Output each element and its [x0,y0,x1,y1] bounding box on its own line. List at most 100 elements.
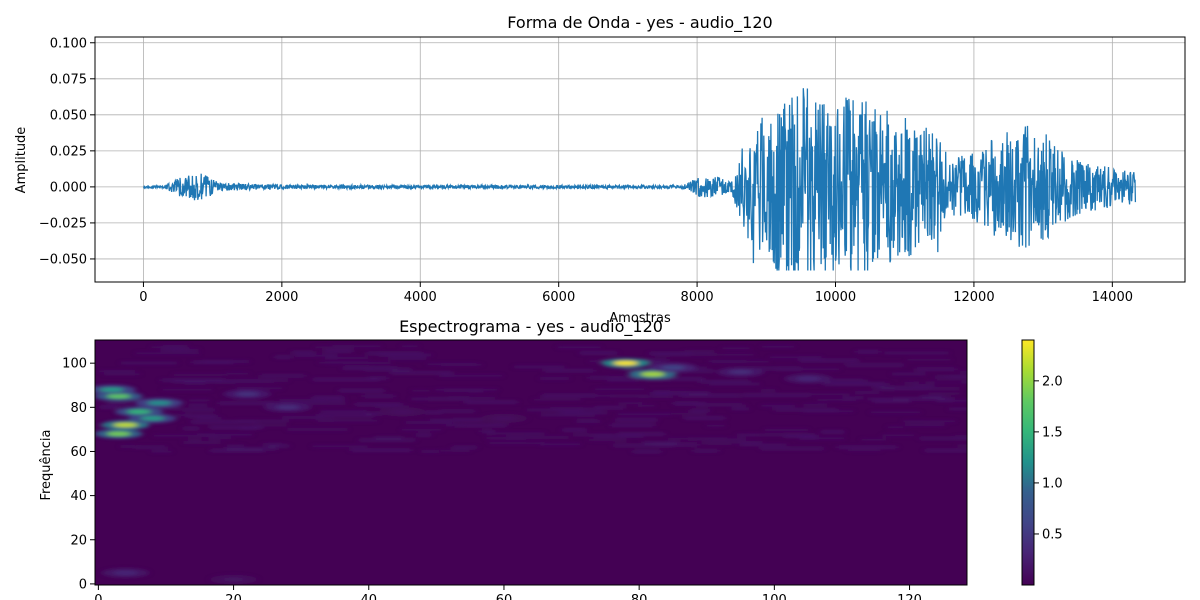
spectrogram-y-tick-label: 0 [79,577,87,592]
spectrogram-cell [440,449,470,452]
waveform-x-tick-label: 8000 [681,290,714,305]
spectrogram-cell [861,438,887,441]
waveform-y-tick-label: 0.025 [50,144,87,159]
spectrogram-cell [401,345,418,348]
spectrogram-cell [748,367,802,370]
colorbar-tick-label: 1.0 [1042,476,1063,491]
spectrogram-cell [671,412,707,415]
waveform-y-tick-label: 0.050 [50,108,87,123]
spectrogram-cell [884,351,949,355]
spectrogram-cell [638,395,673,399]
spectrogram-cell [221,577,246,582]
spectrogram-cell [668,390,689,394]
spectrogram-cell [160,348,199,352]
spectrogram-cell [892,372,926,376]
spectrogram-cell [210,449,265,452]
spectrogram-cell [412,389,430,393]
spectrogram-cell [183,408,216,412]
spectrogram-cell [287,428,348,431]
spectrogram-cell [188,404,208,407]
spectrogram-cell [480,429,494,433]
waveform-x-tick-label: 14000 [1092,290,1133,305]
spectrogram-cell [464,400,518,404]
spectrogram-cell [235,379,289,382]
spectrogram-axes-frame [94,339,968,586]
spectrogram-cell [259,374,306,378]
spectrogram-cell [390,371,453,375]
spectrogram-cell [709,382,760,386]
spectrogram-cell [358,438,416,442]
waveform-x-tick-label: 6000 [542,290,575,305]
spectrogram-cell [183,441,221,444]
spectrogram-cell [282,399,327,403]
spectrogram-cell [870,411,921,414]
waveform-x-tick-label: 0 [139,290,147,305]
spectrogram-cell [540,413,595,417]
spectrogram-cell [113,570,138,576]
spectrogram-cell [317,414,374,417]
spectrogram-cell [364,368,412,371]
spectrogram-cell [421,450,440,453]
colorbar-tick-label: 0.5 [1042,527,1063,542]
spectrogram-cell [274,355,293,359]
spectrogram-cell [855,350,880,354]
spectrogram-cell [374,436,404,440]
waveform-x-tick-label: 12000 [953,290,994,305]
spectrogram-cell [887,425,904,429]
spectrogram-cell [642,441,679,445]
spectrogram-cell [711,360,769,363]
spectrogram-cell [227,444,244,448]
spectrogram-cell [842,396,864,400]
spectrogram-cell [894,387,960,390]
spectrogram-cell [761,404,795,408]
spectrogram-title: Espectrograma - yes - audio_120 [399,317,663,337]
spectrogram-cell [254,424,287,427]
spectrogram-cell [136,351,199,355]
spectrogram-cell [957,444,967,447]
spectrogram-cell [452,446,478,449]
spectrogram-cell [558,345,601,349]
spectrogram-cell [267,444,290,448]
spectrogram-cell [775,367,840,371]
spectrogram-cell [652,443,699,447]
spectrogram-cell [845,363,904,367]
spectrogram-cell [820,430,845,434]
waveform-y-tick-label: −0.050 [39,252,87,267]
spectrogram-cell [920,395,944,399]
spectrogram-cell [388,357,427,360]
spectrogram-cell [903,419,926,423]
spectrogram-cell [928,392,960,396]
spectrogram-cell [374,405,410,408]
spectrogram-y-tick-label: 80 [70,401,87,416]
spectrogram-cell [683,416,726,420]
spectrogram-cell [390,409,415,414]
spectrogram-cell [190,420,259,424]
waveform-chart: Forma de Onda - yes - audio_120 0 2000 400… [14,13,1186,326]
spectrogram-cell [783,434,817,438]
spectrogram-cell [151,450,172,453]
spectrogram-cell [454,424,508,427]
spectrogram-cell [323,349,353,353]
spectrogram-cell [234,391,260,397]
colorbar [1021,339,1035,586]
spectrogram-cell [854,391,880,394]
spectrogram-cell [312,378,380,381]
spectrogram-cell [612,444,674,447]
spectrogram-cell [719,353,754,356]
spectrogram-cell [572,433,614,437]
spectrogram-cell [653,391,671,394]
spectrogram-cell [607,379,639,382]
spectrogram-cell [588,438,627,442]
spectrogram-cell [315,417,335,421]
spectrogram-cell [924,449,967,452]
spectrogram-cell [405,421,453,424]
spectrogram-cell [106,402,131,405]
spectrogram-cell [506,436,569,439]
spectrogram-cell [610,423,655,427]
spectrogram-cell [435,388,498,392]
spectrogram-cell [640,372,665,377]
spectrogram-cell [934,375,967,379]
spectrogram-cell [401,428,442,432]
spectrogram-cell [628,358,669,362]
